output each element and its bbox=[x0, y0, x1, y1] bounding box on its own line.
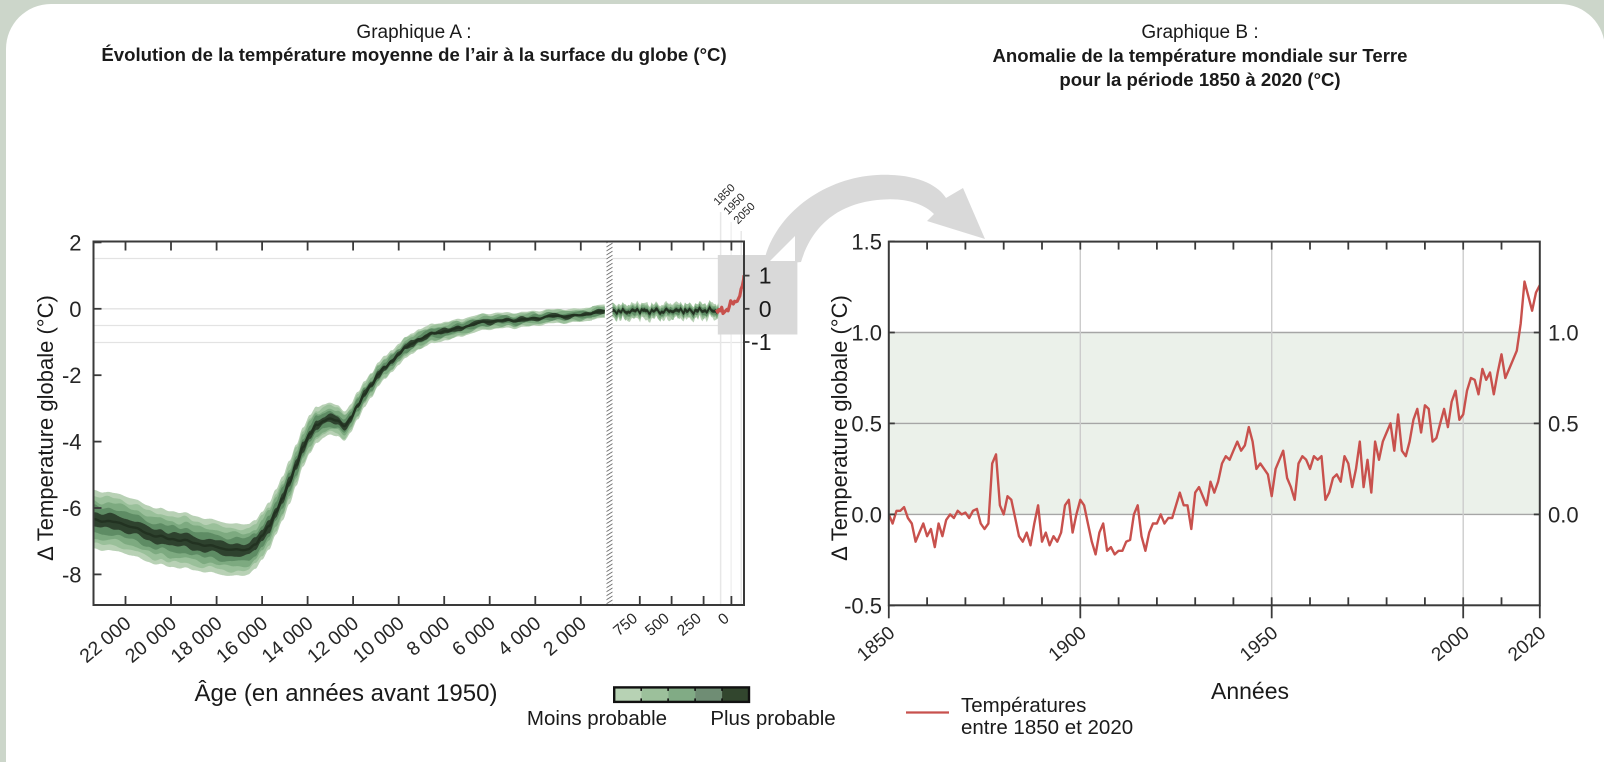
svg-text:1.5: 1.5 bbox=[851, 230, 882, 255]
svg-text:0: 0 bbox=[69, 297, 81, 322]
svg-text:1.0: 1.0 bbox=[1548, 321, 1579, 346]
svg-text:1.0: 1.0 bbox=[851, 321, 882, 346]
svg-text:-2: -2 bbox=[62, 363, 82, 388]
svg-text:2: 2 bbox=[69, 230, 81, 255]
svg-text:Âge (en années avant 1950): Âge (en années avant 1950) bbox=[195, 680, 498, 707]
svg-text:1: 1 bbox=[759, 263, 772, 289]
svg-text:0.5: 0.5 bbox=[851, 411, 882, 436]
svg-text:Températures: Températures bbox=[961, 694, 1086, 717]
svg-text:Graphique B :: Graphique B : bbox=[1141, 22, 1258, 43]
svg-text:Δ Temperature globale (°C): Δ Temperature globale (°C) bbox=[33, 295, 58, 561]
svg-text:-4: -4 bbox=[62, 430, 82, 455]
svg-text:0.0: 0.0 bbox=[851, 502, 882, 527]
svg-text:Évolution de la température mo: Évolution de la température moyenne de l… bbox=[101, 44, 726, 65]
svg-text:-1: -1 bbox=[751, 329, 771, 355]
svg-text:0.5: 0.5 bbox=[1548, 411, 1579, 436]
svg-text:0: 0 bbox=[759, 296, 772, 322]
svg-text:Δ Temperature globale (°C): Δ Temperature globale (°C) bbox=[827, 295, 852, 561]
svg-text:Années: Années bbox=[1211, 678, 1289, 704]
svg-text:0.0: 0.0 bbox=[1548, 502, 1579, 527]
svg-text:Plus probable: Plus probable bbox=[710, 707, 835, 730]
svg-text:pour la période 1850 à 2020 (°: pour la période 1850 à 2020 (°C) bbox=[1059, 69, 1340, 90]
svg-text:Graphique A :: Graphique A : bbox=[356, 22, 471, 43]
svg-text:Moins probable: Moins probable bbox=[527, 707, 667, 730]
svg-text:Anomalie de la température mon: Anomalie de la température mondiale sur … bbox=[992, 45, 1407, 66]
svg-text:-8: -8 bbox=[62, 562, 82, 587]
svg-text:entre 1850 et 2020: entre 1850 et 2020 bbox=[961, 716, 1133, 739]
svg-text:-0.5: -0.5 bbox=[844, 593, 882, 618]
svg-text:-6: -6 bbox=[62, 496, 82, 521]
